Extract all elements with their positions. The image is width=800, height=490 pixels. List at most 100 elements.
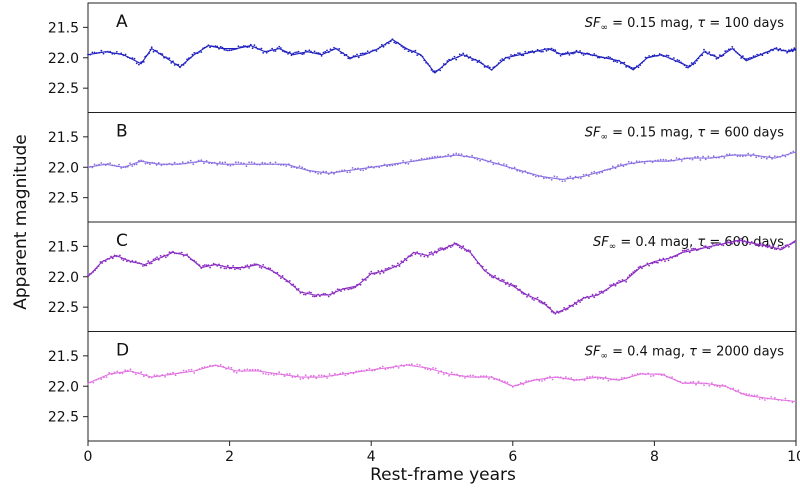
data-point bbox=[745, 242, 748, 244]
data-point bbox=[702, 155, 704, 158]
x-tick-label: 2 bbox=[225, 449, 234, 465]
data-point bbox=[97, 265, 100, 267]
data-point bbox=[306, 50, 309, 53]
data-point bbox=[688, 64, 691, 67]
data-point bbox=[248, 267, 251, 269]
data-point bbox=[203, 366, 206, 368]
data-point bbox=[533, 51, 535, 54]
data-point bbox=[650, 375, 652, 377]
data-point bbox=[577, 299, 580, 302]
data-point bbox=[152, 50, 155, 53]
data-point bbox=[244, 45, 247, 48]
data-point bbox=[258, 163, 261, 166]
data-point bbox=[490, 69, 493, 71]
data-point bbox=[212, 262, 215, 265]
data-point bbox=[217, 365, 220, 368]
data-point bbox=[582, 296, 585, 299]
data-point bbox=[546, 376, 549, 379]
data-point bbox=[584, 53, 587, 55]
data-point bbox=[658, 53, 661, 55]
data-point bbox=[297, 50, 300, 53]
data-point bbox=[473, 157, 476, 160]
data-point bbox=[517, 384, 519, 387]
data-point bbox=[309, 170, 311, 173]
data-point bbox=[780, 49, 783, 52]
data-point bbox=[731, 242, 734, 245]
data-point bbox=[97, 378, 100, 380]
data-point bbox=[742, 155, 744, 158]
data-point bbox=[747, 152, 750, 155]
data-point bbox=[667, 54, 670, 57]
data-point bbox=[612, 378, 615, 381]
data-point bbox=[566, 51, 569, 54]
data-point bbox=[207, 44, 210, 47]
data-point bbox=[404, 162, 407, 165]
data-point bbox=[310, 50, 312, 53]
data-point bbox=[653, 54, 656, 57]
data-point bbox=[503, 59, 505, 62]
data-point bbox=[589, 54, 592, 56]
data-point bbox=[625, 280, 627, 283]
data-point bbox=[394, 163, 396, 166]
data-point bbox=[113, 52, 116, 55]
data-point bbox=[441, 66, 443, 69]
y-tick-label: 22.5 bbox=[48, 191, 79, 207]
data-point bbox=[281, 275, 284, 277]
data-point bbox=[713, 54, 716, 57]
data-point bbox=[265, 267, 268, 270]
data-point bbox=[365, 279, 367, 281]
data-point bbox=[89, 53, 92, 56]
panel-annotation: SF∞ = 0.4 mag, τ = 600 days bbox=[593, 235, 784, 252]
data-point bbox=[395, 365, 397, 367]
panel-label: A bbox=[116, 12, 128, 32]
data-point bbox=[414, 49, 417, 52]
data-point bbox=[541, 380, 543, 382]
data-point bbox=[742, 392, 745, 395]
data-point bbox=[439, 247, 442, 250]
data-point bbox=[283, 50, 286, 53]
data-point bbox=[402, 46, 404, 49]
data-point bbox=[464, 249, 466, 251]
data-point bbox=[520, 54, 523, 57]
data-point bbox=[331, 291, 334, 293]
data-point bbox=[480, 264, 482, 267]
data-point bbox=[182, 369, 185, 372]
data-point bbox=[255, 263, 257, 266]
data-point bbox=[754, 55, 757, 58]
data-point bbox=[710, 156, 712, 159]
data-point bbox=[538, 50, 541, 52]
data-point bbox=[580, 52, 583, 55]
data-point bbox=[166, 372, 169, 375]
data-point bbox=[136, 262, 139, 264]
data-point bbox=[791, 242, 794, 244]
data-point bbox=[572, 52, 574, 55]
y-tick-label: 21.5 bbox=[48, 239, 79, 255]
data-point bbox=[665, 257, 668, 260]
data-point bbox=[182, 254, 185, 257]
data-point bbox=[329, 293, 332, 296]
data-point bbox=[240, 162, 243, 164]
data-point bbox=[485, 65, 488, 68]
data-point bbox=[127, 259, 130, 262]
data-point bbox=[490, 375, 493, 378]
data-point bbox=[113, 164, 116, 167]
data-point bbox=[235, 47, 238, 50]
data-point bbox=[327, 295, 330, 298]
data-point bbox=[688, 251, 691, 254]
data-point bbox=[226, 264, 229, 267]
data-point bbox=[324, 293, 327, 295]
data-point bbox=[724, 50, 727, 53]
data-point bbox=[299, 378, 302, 380]
data-point bbox=[627, 65, 629, 67]
x-tick-label: 8 bbox=[650, 449, 659, 465]
data-point bbox=[317, 172, 319, 175]
data-point bbox=[274, 50, 277, 52]
data-point bbox=[171, 163, 174, 166]
data-point bbox=[313, 50, 316, 53]
data-point bbox=[264, 162, 266, 165]
data-point bbox=[163, 56, 166, 59]
data-point bbox=[455, 243, 458, 246]
data-point bbox=[209, 46, 212, 49]
data-point bbox=[126, 56, 129, 59]
data-point bbox=[761, 54, 764, 57]
